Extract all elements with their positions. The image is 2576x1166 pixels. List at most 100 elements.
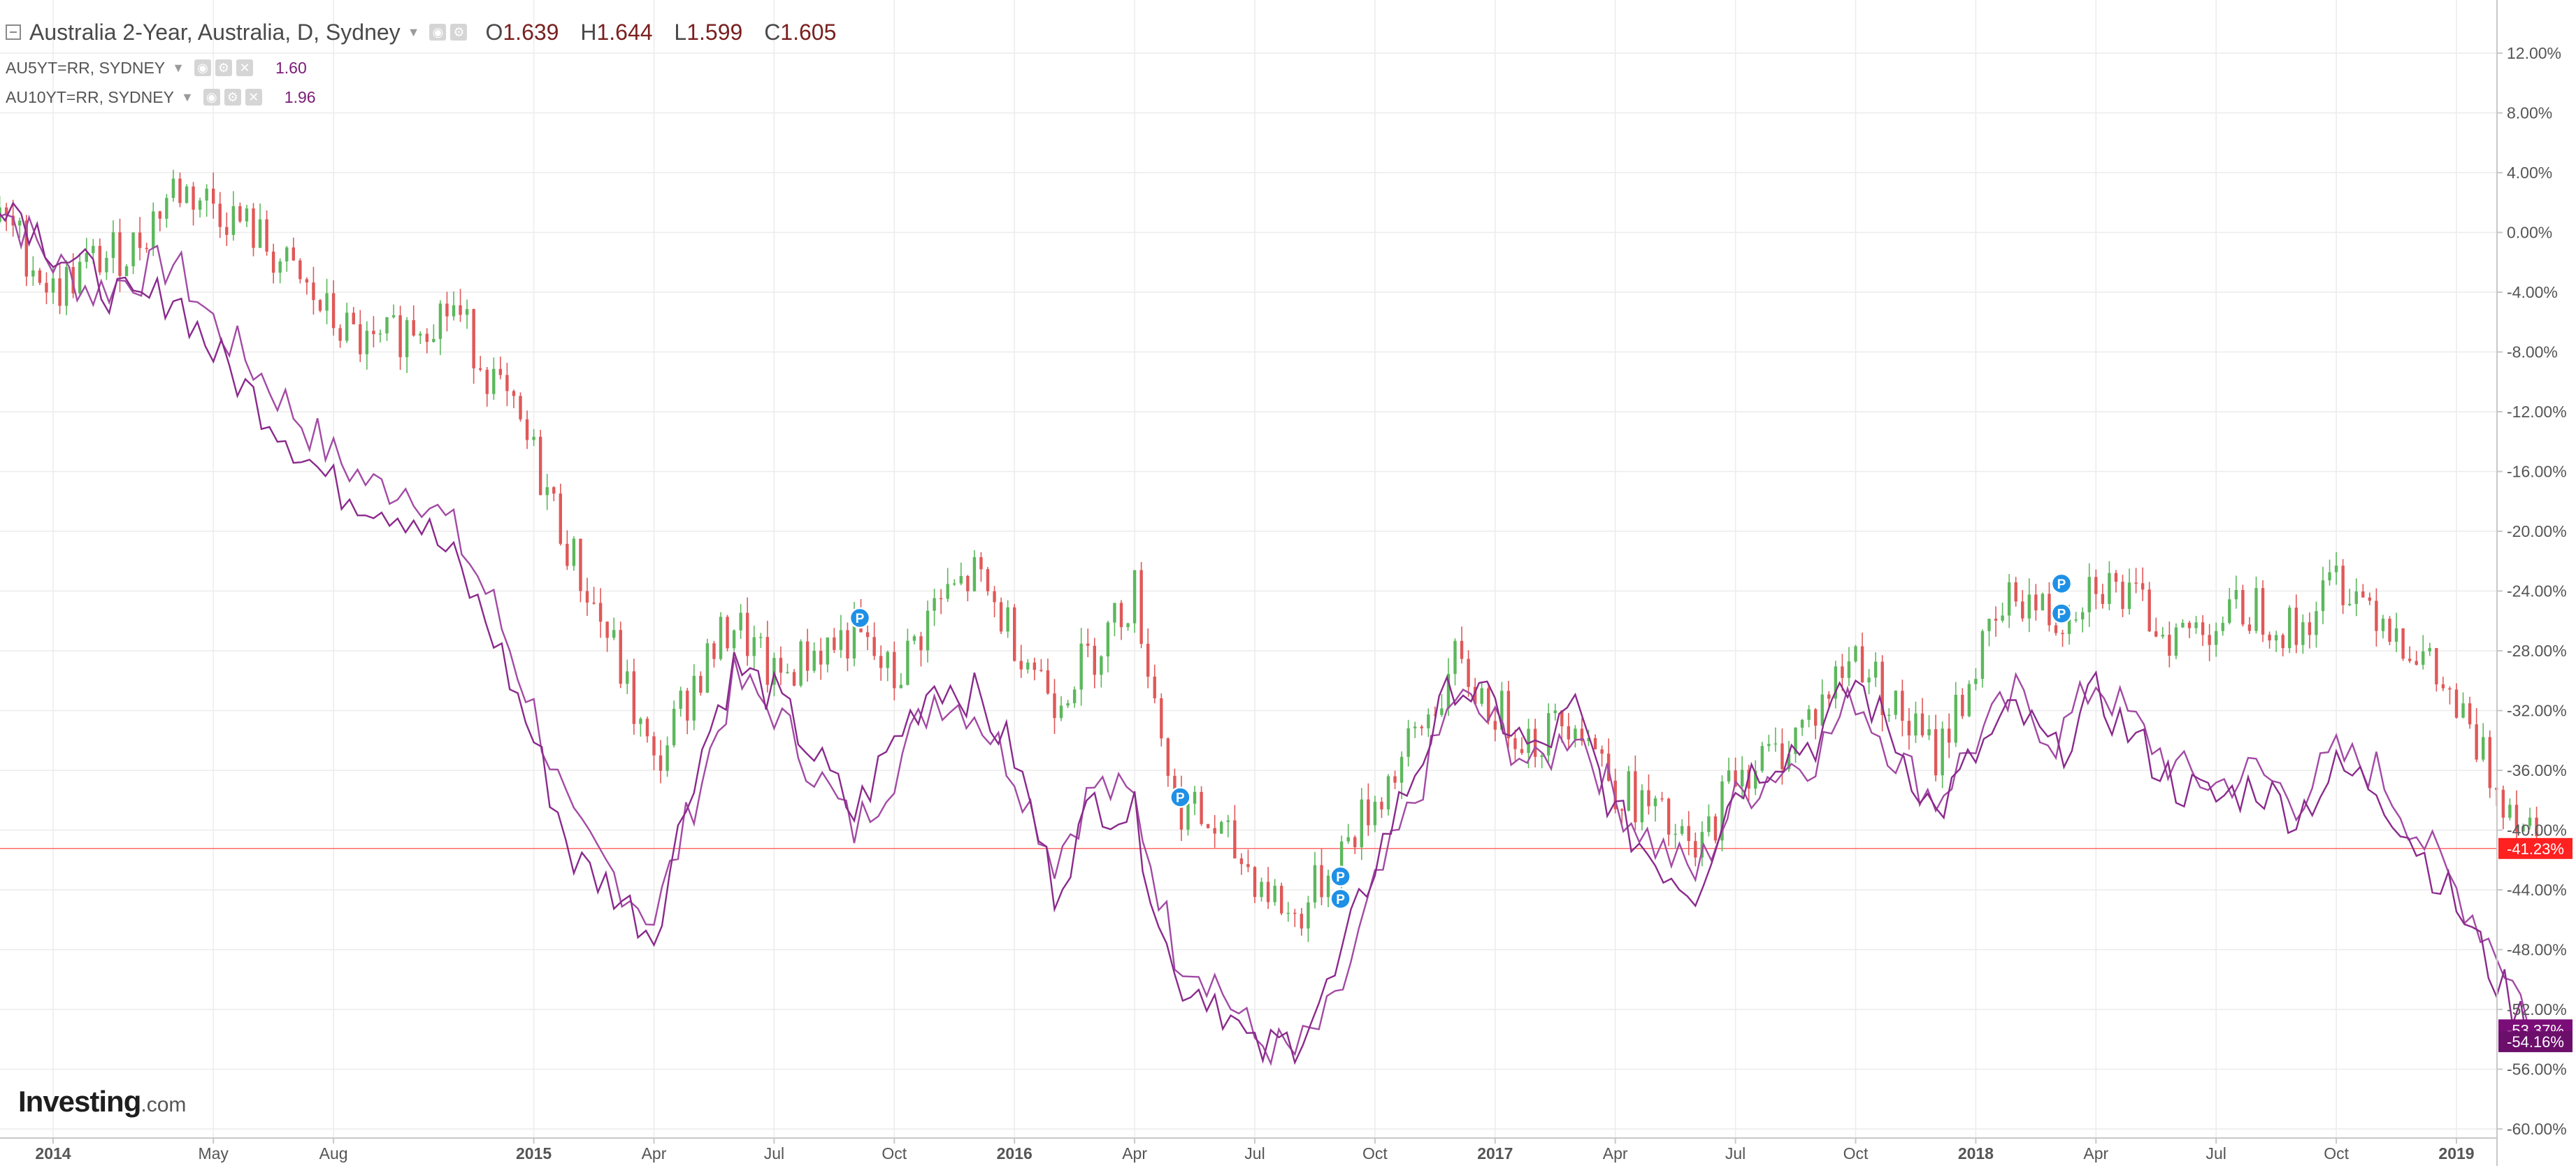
candle — [158, 210, 161, 231]
settings-icon[interactable]: ⚙ — [215, 59, 232, 76]
candle-body — [1727, 770, 1731, 782]
candle-body — [1600, 749, 1604, 754]
candle-body — [1053, 693, 1056, 719]
candle-body — [2261, 588, 2265, 635]
candle-body — [325, 293, 329, 311]
candle — [359, 310, 362, 362]
candle — [1420, 724, 1423, 736]
chevron-down-icon[interactable]: ▼ — [172, 60, 185, 75]
candle-body — [1640, 790, 1644, 823]
candle-body — [612, 630, 616, 638]
candle — [1540, 753, 1544, 769]
candle-body — [212, 188, 215, 204]
collapse-icon[interactable] — [6, 24, 21, 40]
candle — [131, 232, 135, 274]
eye-icon[interactable]: ◉ — [194, 59, 211, 76]
candle-body — [205, 188, 208, 201]
candle-body — [2108, 573, 2111, 604]
eye-icon[interactable]: ◉ — [203, 89, 220, 106]
y-tick-label: -24.00% — [2507, 582, 2567, 600]
candle — [1547, 703, 1550, 764]
candle — [1253, 866, 1257, 903]
candle-body — [425, 333, 429, 343]
candle-body — [2514, 805, 2519, 832]
candle-body — [1948, 728, 1951, 743]
price-badge: -54.16% — [2498, 1031, 2573, 1053]
candle-body — [278, 261, 282, 273]
candle — [919, 631, 923, 667]
candle-body — [1373, 801, 1377, 826]
candle-body — [665, 745, 669, 771]
event-marker-circle — [1170, 786, 1191, 808]
candle-body — [993, 591, 996, 603]
candle — [632, 658, 636, 735]
candle — [2215, 622, 2218, 657]
candle-body — [1273, 886, 1276, 902]
candle-body — [498, 368, 503, 375]
candle — [2074, 612, 2078, 623]
candle-body — [1139, 570, 1143, 644]
au5yt-value: 1.60 — [275, 58, 307, 77]
candle — [865, 625, 870, 651]
event-marker: P — [2050, 603, 2073, 624]
eye-icon[interactable]: ◉ — [429, 24, 447, 41]
candle — [1453, 638, 1457, 686]
candle-body — [1787, 754, 1791, 770]
candle-body — [1280, 886, 1283, 914]
candle — [1213, 815, 1216, 848]
price-badge-label: -54.16% — [2507, 1033, 2564, 1051]
event-marker-label: P — [1336, 893, 1345, 907]
candle-body — [92, 245, 95, 254]
candle — [1827, 691, 1831, 707]
event-marker-circle — [1330, 865, 1351, 888]
candle — [619, 621, 622, 689]
candle — [124, 264, 129, 277]
candle-body — [178, 178, 182, 203]
candle — [1867, 668, 1871, 694]
candle-body — [879, 656, 883, 668]
candle-body — [412, 320, 415, 336]
candle-body — [111, 232, 115, 258]
candle — [2454, 683, 2459, 719]
chevron-down-icon[interactable]: ▼ — [180, 89, 194, 104]
candle — [819, 638, 823, 680]
close-icon[interactable]: ✕ — [236, 59, 253, 76]
candle-body — [2354, 591, 2358, 604]
candle-body — [1453, 640, 1457, 675]
candle-body — [1694, 841, 1697, 858]
event-marker-label: P — [2057, 607, 2066, 622]
candle — [2368, 592, 2372, 605]
candle-body — [819, 651, 823, 665]
candle-body — [953, 583, 956, 585]
legend-main-row: Australia 2-Year, Australia, D, Sydney ▼… — [6, 11, 836, 53]
candle — [205, 184, 208, 217]
candle — [2428, 642, 2431, 656]
close-icon[interactable]: ✕ — [245, 89, 262, 106]
chevron-down-icon[interactable]: ▼ — [407, 24, 420, 39]
candle-body — [138, 232, 142, 248]
candle-body — [2067, 619, 2071, 634]
candle — [532, 429, 535, 446]
candle — [579, 538, 582, 603]
candle — [1360, 788, 1363, 861]
candle-body — [512, 391, 516, 396]
candle-body — [2428, 648, 2431, 652]
candle-body — [659, 755, 663, 771]
candle — [966, 575, 970, 602]
candle — [18, 217, 22, 238]
candle — [926, 600, 930, 663]
candle-body — [45, 282, 48, 293]
settings-icon[interactable]: ⚙ — [450, 24, 468, 41]
candle-body — [1914, 713, 1917, 736]
candle-body — [51, 278, 55, 293]
candle — [2288, 605, 2291, 654]
candle — [1160, 693, 1163, 747]
x-tick-label: May — [198, 1144, 229, 1163]
candle-body — [2074, 619, 2078, 621]
logo-suffix: .com — [141, 1093, 187, 1116]
candle-body — [645, 719, 649, 737]
candle — [2007, 574, 2011, 628]
settings-icon[interactable]: ⚙ — [224, 89, 241, 106]
candle-body — [2007, 582, 2011, 616]
